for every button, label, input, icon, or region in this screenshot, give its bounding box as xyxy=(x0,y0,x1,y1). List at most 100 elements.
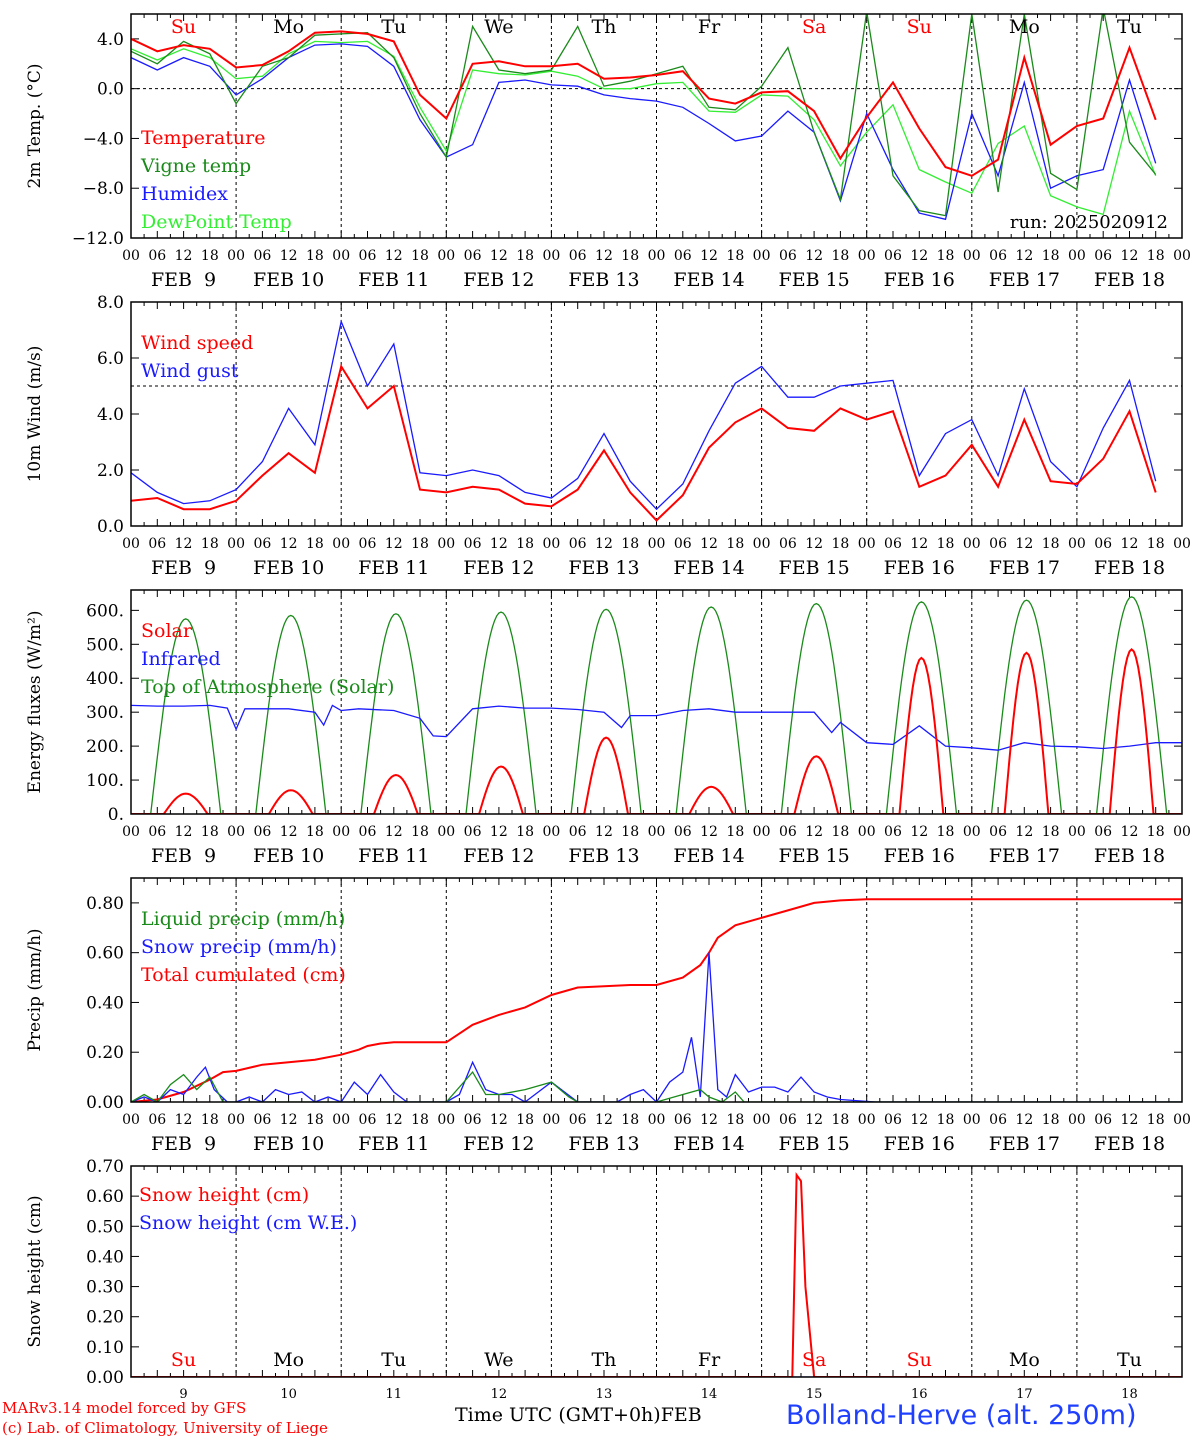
legend-entry: Wind speed xyxy=(141,332,253,354)
date-label: FEB 12 xyxy=(463,845,534,867)
hour-label: 18 xyxy=(1042,824,1060,840)
y-tick-label: −12.0 xyxy=(72,229,124,249)
hour-label: 06 xyxy=(148,1112,166,1128)
date-label: FEB 13 xyxy=(568,845,639,867)
panel-2: 0.0 2.0 4.0 6.0 8.0 10m Wind (m/s) Wind speed W… xyxy=(25,293,1191,579)
hour-label: 00 xyxy=(648,248,666,264)
day-number-label: 17 xyxy=(1016,1387,1033,1402)
hour-label: 12 xyxy=(385,248,403,264)
y-tick-label: 0.20 xyxy=(86,1043,124,1063)
weekday-label: Su xyxy=(907,1349,932,1371)
hour-label: 00 xyxy=(332,1112,350,1128)
date-label: FEB 16 xyxy=(884,269,955,291)
hour-label: 00 xyxy=(753,824,771,840)
y-tick-label: 0.10 xyxy=(86,1338,124,1358)
hour-label: 06 xyxy=(884,536,902,552)
hour-label: 00 xyxy=(963,536,981,552)
date-label: FEB 15 xyxy=(779,845,850,867)
hour-label: 18 xyxy=(1042,248,1060,264)
hour-label: 06 xyxy=(148,248,166,264)
day-number-label: 16 xyxy=(911,1387,928,1402)
hour-label: 12 xyxy=(1121,1112,1139,1128)
date-label: FEB 10 xyxy=(253,845,324,867)
date-label: FEB 11 xyxy=(358,557,429,579)
hour-label: 12 xyxy=(910,536,928,552)
hour-label: 06 xyxy=(884,824,902,840)
model-credit: MARv3.14 model forced by GFS xyxy=(2,1399,247,1417)
date-label: FEB 11 xyxy=(358,269,429,291)
y-tick-label: 0.40 xyxy=(86,1247,124,1267)
date-label: FEB 16 xyxy=(884,1133,955,1155)
hour-label: 00 xyxy=(648,536,666,552)
date-label: FEB 12 xyxy=(463,1133,534,1155)
hour-label: 12 xyxy=(1015,248,1033,264)
series-dewpoint-temp xyxy=(131,40,1157,216)
y-tick-label: 2.0 xyxy=(97,461,124,481)
hour-label: 18 xyxy=(411,248,429,264)
day-number-label: 9 xyxy=(179,1387,187,1402)
day-number-label: 13 xyxy=(596,1387,613,1402)
hour-label: 18 xyxy=(201,536,219,552)
y-tick-label: 0.80 xyxy=(86,894,124,914)
hour-label: 12 xyxy=(280,1112,298,1128)
hour-label: 00 xyxy=(332,248,350,264)
hour-label: 18 xyxy=(937,1112,955,1128)
legend-entry: Top of Atmosphere (Solar) xyxy=(141,676,394,698)
hour-label: 00 xyxy=(648,824,666,840)
legend-entry: Total cumulated (cm) xyxy=(141,964,346,986)
weekday-label: Mo xyxy=(1009,16,1040,38)
legend-entry: Infrared xyxy=(141,648,221,670)
hour-label: 18 xyxy=(726,824,744,840)
hour-label: 12 xyxy=(700,1112,718,1128)
y-axis-label: 10m Wind (m/s) xyxy=(25,346,45,483)
hour-label: 00 xyxy=(542,248,560,264)
hour-label: 18 xyxy=(516,536,534,552)
hour-label: 06 xyxy=(674,536,692,552)
hour-label: 00 xyxy=(648,1112,666,1128)
hour-label: 12 xyxy=(595,824,613,840)
hour-label: 06 xyxy=(779,248,797,264)
hour-label: 00 xyxy=(437,1112,455,1128)
hour-label: 18 xyxy=(937,248,955,264)
hour-label: 18 xyxy=(621,536,639,552)
date-label: FEB 15 xyxy=(779,1133,850,1155)
hour-label: 18 xyxy=(1042,1112,1060,1128)
hour-label: 12 xyxy=(175,1112,193,1128)
legend-entry: Snow precip (mm/h) xyxy=(141,936,337,958)
series-group xyxy=(131,596,1182,814)
hour-label: 00 xyxy=(753,248,771,264)
hour-label: 06 xyxy=(1094,536,1112,552)
hour-label: 00 xyxy=(122,248,140,264)
hour-label: 06 xyxy=(359,248,377,264)
y-axis-label: Precip (mm/h) xyxy=(25,928,45,1051)
hour-label: 12 xyxy=(385,1112,403,1128)
y-tick-label: 300. xyxy=(86,703,124,723)
legend-entry: Temperature xyxy=(141,127,265,149)
hour-label: 18 xyxy=(937,536,955,552)
hour-label: 06 xyxy=(569,1112,587,1128)
date-label: FEB 10 xyxy=(253,557,324,579)
hour-label: 06 xyxy=(359,824,377,840)
series-temperature xyxy=(131,30,1157,177)
weekday-label: Mo xyxy=(273,16,304,38)
y-tick-label: 0. xyxy=(108,805,124,825)
day-number-label: 12 xyxy=(491,1387,508,1402)
weekday-label: Tu xyxy=(1117,16,1142,38)
date-label: FEB 17 xyxy=(989,845,1060,867)
hour-label: 12 xyxy=(175,536,193,552)
hour-label: 06 xyxy=(569,536,587,552)
series-wind-gust xyxy=(131,319,1157,511)
hour-label: 06 xyxy=(674,824,692,840)
y-tick-label: 0.30 xyxy=(86,1278,124,1298)
hour-label: 18 xyxy=(201,248,219,264)
date-label: FEB 15 xyxy=(779,269,850,291)
legend-entry: Humidex xyxy=(141,183,228,205)
run-annotation: run: 2025020912 xyxy=(1010,212,1168,233)
day-number-label: 18 xyxy=(1121,1387,1138,1402)
y-tick-label: −8.0 xyxy=(83,179,124,199)
hour-label: 18 xyxy=(832,536,850,552)
hour-label: 00 xyxy=(1068,824,1086,840)
hour-label: 12 xyxy=(595,536,613,552)
y-tick-label: 600. xyxy=(86,601,124,621)
hour-label: 12 xyxy=(490,1112,508,1128)
